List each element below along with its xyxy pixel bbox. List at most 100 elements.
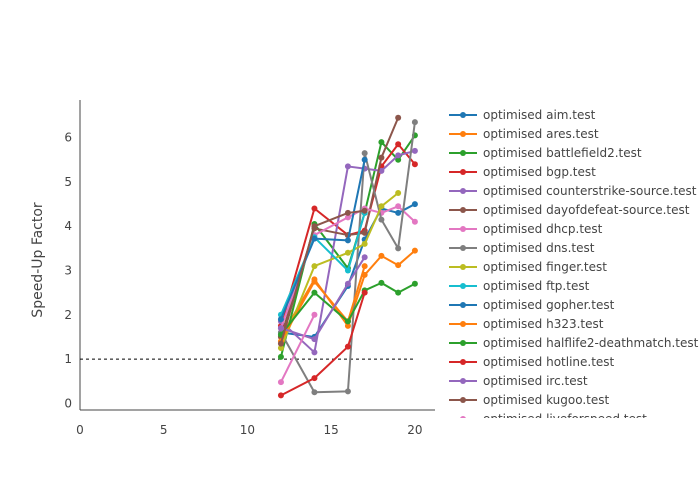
- legend-label: optimised dns.test: [483, 241, 595, 255]
- legend-swatch-marker: [460, 226, 466, 232]
- data-point: [344, 280, 351, 287]
- series-line: [280, 159, 366, 320]
- data-point: [344, 237, 351, 244]
- legend-label: optimised aim.test: [483, 108, 596, 122]
- data-point: [311, 235, 318, 242]
- data-point: [361, 289, 368, 296]
- legend-swatch-marker: [460, 416, 466, 418]
- data-point: [277, 316, 284, 323]
- data-point: [344, 318, 351, 325]
- y-tick-label: 1: [64, 352, 72, 366]
- data-point: [411, 147, 418, 154]
- data-point: [361, 229, 368, 236]
- data-point: [395, 152, 402, 159]
- legend-swatch-marker: [460, 150, 466, 156]
- legend-label: optimised bgp.test: [483, 165, 596, 179]
- series-line: [280, 212, 366, 316]
- legend-swatch-marker: [460, 264, 466, 270]
- data-point: [344, 214, 351, 221]
- data-point: [277, 325, 284, 332]
- series-16: [277, 311, 318, 386]
- data-point: [378, 216, 385, 223]
- series-15: [277, 207, 368, 347]
- data-point: [411, 280, 418, 287]
- legend-item[interactable]: optimised dhcp.test: [449, 222, 603, 236]
- legend-item[interactable]: optimised bgp.test: [449, 165, 596, 179]
- x-tick-label: 5: [160, 423, 168, 437]
- series-line: [280, 192, 399, 349]
- data-point: [311, 349, 318, 356]
- data-point: [277, 392, 284, 399]
- legend-swatch-marker: [460, 302, 466, 308]
- data-point: [344, 249, 351, 256]
- data-point: [277, 340, 284, 347]
- data-point: [311, 389, 318, 396]
- legend-item[interactable]: optimised kugoo.test: [449, 393, 610, 407]
- y-tick-label: 5: [64, 175, 72, 189]
- legend-label: optimised battlefield2.test: [483, 146, 642, 160]
- legend-swatch-marker: [460, 378, 466, 384]
- legend-swatch-marker: [460, 321, 466, 327]
- data-point: [277, 379, 284, 386]
- data-point: [378, 203, 385, 210]
- legend-item[interactable]: optimised aim.test: [449, 108, 596, 122]
- legend-item[interactable]: optimised ftp.test: [449, 279, 590, 293]
- legend-label: optimised dayofdefeat-source.test: [483, 203, 690, 217]
- x-tick-label: 0: [76, 423, 84, 437]
- legend-label: optimised ftp.test: [483, 279, 590, 293]
- data-point: [361, 156, 368, 163]
- data-point: [311, 311, 318, 318]
- legend-label: optimised halflife2-deathmatch.test: [483, 336, 699, 350]
- data-point: [395, 203, 402, 210]
- legend-item[interactable]: optimised hotline.test: [449, 355, 615, 369]
- legend-item[interactable]: optimised dns.test: [449, 241, 595, 255]
- data-point: [378, 167, 385, 174]
- series-group: [277, 114, 418, 399]
- series-13: [277, 289, 368, 399]
- data-point: [344, 163, 351, 170]
- legend-swatch-marker: [460, 112, 466, 118]
- legend-item[interactable]: optimised dayofdefeat-source.test: [449, 203, 690, 217]
- legend-item[interactable]: optimised irc.test: [449, 374, 588, 388]
- legend-item[interactable]: optimised finger.test: [449, 260, 607, 274]
- legend-item[interactable]: optimised counterstrike-source.test: [449, 184, 697, 198]
- data-point: [378, 139, 385, 146]
- data-point: [277, 345, 284, 351]
- data-point: [361, 263, 368, 270]
- data-point: [277, 353, 284, 360]
- legend-item[interactable]: optimised battlefield2.test: [449, 146, 642, 160]
- data-point: [395, 289, 402, 296]
- x-tick-label: 20: [407, 423, 422, 437]
- data-point: [411, 218, 418, 225]
- data-point: [395, 209, 402, 216]
- legend-swatch-marker: [460, 397, 466, 403]
- series-line: [280, 265, 366, 342]
- series-8: [277, 190, 402, 351]
- y-tick-label: 3: [64, 264, 72, 278]
- legend-item[interactable]: optimised halflife2-deathmatch.test: [449, 336, 699, 350]
- legend[interactable]: optimised aim.test optimised ares.test opt…: [449, 108, 699, 426]
- y-tick-label: 4: [64, 219, 72, 233]
- legend-swatch-marker: [460, 245, 466, 251]
- data-point: [311, 223, 318, 230]
- axes: [79, 100, 435, 411]
- legend-label: optimised ares.test: [483, 127, 599, 141]
- data-point: [344, 267, 351, 274]
- legend-swatch-marker: [460, 169, 466, 175]
- legend-item[interactable]: optimised h323.test: [449, 317, 604, 331]
- legend-label: optimised gopher.test: [483, 298, 615, 312]
- data-point: [311, 375, 318, 382]
- data-point: [361, 240, 368, 247]
- legend-item[interactable]: optimised ares.test: [449, 127, 599, 141]
- series-line: [279, 209, 365, 344]
- series-line: [280, 292, 366, 397]
- data-point: [361, 150, 368, 157]
- x-axis-ticks: 0 5 10 15 20: [76, 423, 422, 437]
- legend-item[interactable]: optimised gopher.test: [449, 298, 615, 312]
- data-point: [378, 279, 385, 286]
- data-point: [411, 119, 418, 126]
- y-tick-label: 6: [64, 131, 72, 145]
- data-point: [344, 322, 351, 329]
- legend-swatch-marker: [460, 283, 466, 289]
- legend-item[interactable]: optimised liveforspeed.test: [449, 412, 647, 426]
